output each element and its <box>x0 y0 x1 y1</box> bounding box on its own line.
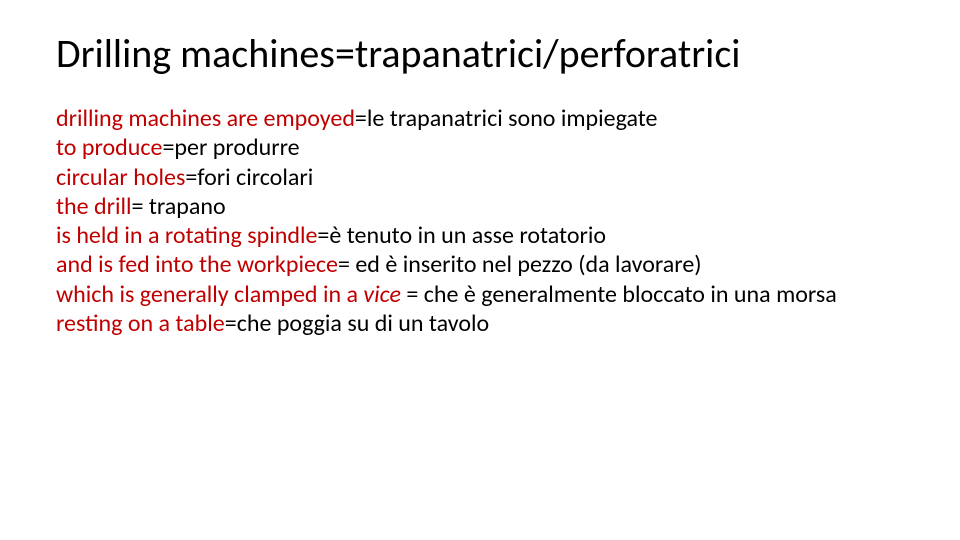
line-1-it: =le trapanatrici sono impiegate <box>355 104 658 133</box>
line-3-it: =fori circolari <box>185 163 313 192</box>
line-2-en: to produce <box>56 133 162 162</box>
line-4-en: the drill <box>56 192 132 221</box>
line-6-en: and is fed into the workpiece <box>56 250 338 279</box>
line-1: drilling machines are empoyed=le trapana… <box>56 104 912 133</box>
line-5: is held in a rotating spindle=è tenuto i… <box>56 221 912 250</box>
line-4-it: = trapano <box>132 192 226 221</box>
line-7-en-italic: vice <box>363 280 406 309</box>
line-6: and is fed into the workpiece= ed è inse… <box>56 250 912 279</box>
line-6-it: = ed è inserito nel pezzo (da lavorare) <box>338 250 702 279</box>
slide: Drilling machines=trapanatrici/perforatr… <box>0 0 960 540</box>
line-5-it: =è tenuto in un asse rotatorio <box>317 221 606 250</box>
line-7-en-prefix: which is generally clamped in a <box>56 280 363 309</box>
line-4: the drill= trapano <box>56 192 912 221</box>
line-8: resting on a table=che poggia su di un t… <box>56 309 912 338</box>
slide-title: Drilling machines=trapanatrici/perforatr… <box>56 32 912 76</box>
line-8-en: resting on a table <box>56 309 225 338</box>
line-3-en: circular holes <box>56 163 185 192</box>
line-2: to produce=per produrre <box>56 133 912 162</box>
line-3: circular holes=fori circolari <box>56 163 912 192</box>
line-5-en: is held in a rotating spindle <box>56 221 317 250</box>
slide-body: drilling machines are empoyed=le trapana… <box>56 104 912 338</box>
line-8-it: =che poggia su di un tavolo <box>225 309 489 338</box>
line-7: which is generally clamped in a vice = c… <box>56 280 912 309</box>
line-2-it: =per produrre <box>162 133 299 162</box>
line-7-it: = che è generalmente bloccato in una mor… <box>406 280 836 309</box>
line-1-en: drilling machines are empoyed <box>56 104 355 133</box>
